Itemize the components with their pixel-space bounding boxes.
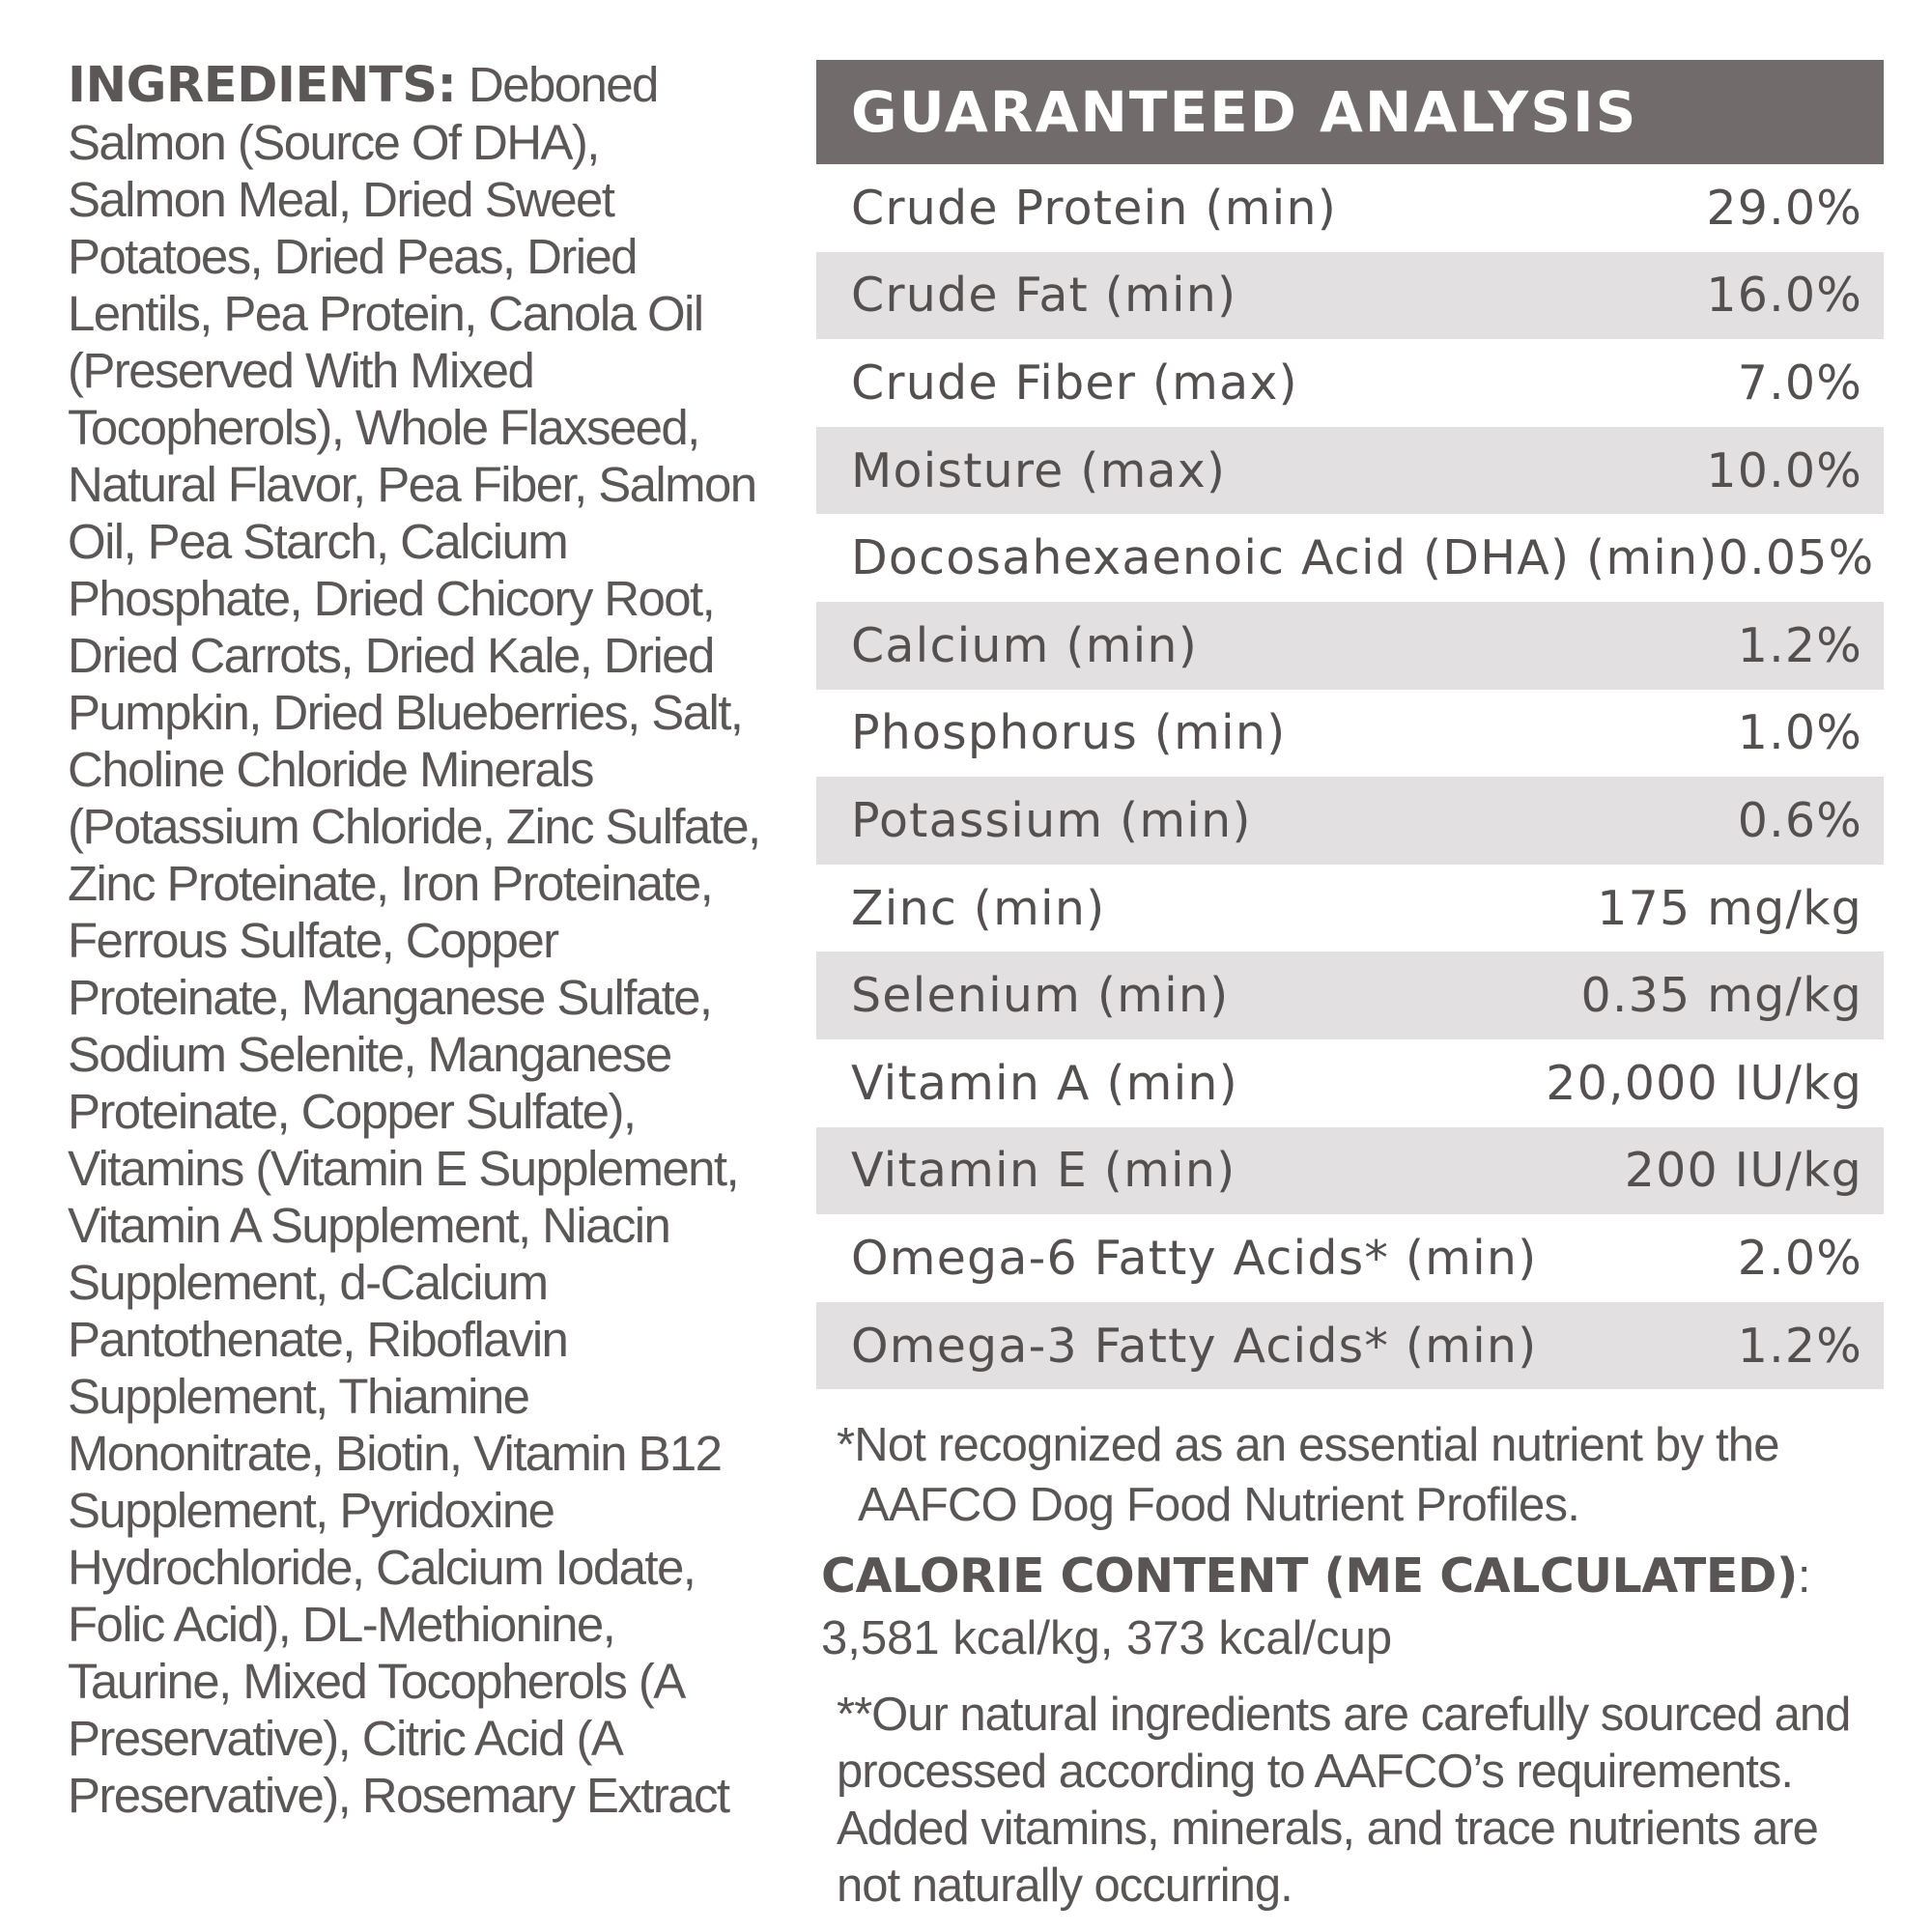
analysis-row: Moisture (max) 10.0% bbox=[816, 426, 1884, 515]
ingredients-panel: INGREDIENTS: Deboned Salmon (Source Of D… bbox=[68, 56, 763, 1824]
analysis-row-label: Moisture (max) bbox=[851, 442, 1227, 498]
analysis-row-label: Zinc (min) bbox=[851, 880, 1106, 936]
analysis-row-value: 1.2% bbox=[1737, 617, 1862, 673]
analysis-row: Crude Fat (min) 16.0% bbox=[816, 251, 1884, 340]
analysis-row: Docosahexaenoic Acid (DHA) (min) 0.05% bbox=[816, 514, 1884, 602]
analysis-row-value: 1.2% bbox=[1737, 1318, 1862, 1374]
analysis-row-value: 200 IU/kg bbox=[1624, 1143, 1862, 1199]
analysis-row-value: 0.35 mg/kg bbox=[1580, 968, 1862, 1024]
analysis-row: Crude Protein (min) 29.0% bbox=[816, 164, 1884, 252]
analysis-row-label: Crude Fat (min) bbox=[851, 268, 1237, 324]
analysis-row-label: Omega-6 Fatty Acids* (min) bbox=[851, 1230, 1538, 1286]
analysis-row-label: Docosahexaenoic Acid (DHA) (min) bbox=[851, 530, 1719, 586]
analysis-row: Calcium (min) 1.2% bbox=[816, 601, 1884, 690]
analysis-row: Phosphorus (min) 1.0% bbox=[816, 689, 1884, 778]
analysis-row-value: 2.0% bbox=[1737, 1230, 1862, 1286]
analysis-row-label: Selenium (min) bbox=[851, 968, 1230, 1024]
analysis-row: Selenium (min) 0.35 mg/kg bbox=[816, 952, 1884, 1039]
footnote-line-2: AAFCO Dog Food Nutrient Profiles. bbox=[858, 1479, 1580, 1531]
analysis-row-value: 0.6% bbox=[1737, 792, 1862, 848]
analysis-row-label: Vitamin A (min) bbox=[851, 1055, 1239, 1111]
analysis-row: Potassium (min) 0.6% bbox=[816, 777, 1884, 865]
analysis-row-value: 29.0% bbox=[1706, 180, 1862, 236]
sourcing-disclaimer: **Our natural ingredients are carefully … bbox=[837, 1689, 1851, 1912]
analysis-row-value: 1.0% bbox=[1737, 705, 1862, 761]
calorie-content: CALORIE CONTENT (ME CALCULATED): 3,581 k… bbox=[821, 1546, 1884, 1669]
analysis-row-label: Potassium (min) bbox=[851, 792, 1252, 848]
calorie-content-value: 3,581 kcal/kg, 373 kcal/cup bbox=[821, 1612, 1393, 1664]
ingredients-text: Deboned Salmon (Source Of DHA), Salmon M… bbox=[68, 57, 761, 1823]
calorie-content-colon: : bbox=[1797, 1550, 1811, 1603]
calorie-content-heading: CALORIE CONTENT (ME CALCULATED) bbox=[821, 1548, 1798, 1604]
analysis-row-value: 10.0% bbox=[1706, 442, 1862, 498]
analysis-row-value: 7.0% bbox=[1737, 355, 1862, 411]
analysis-row-value: 175 mg/kg bbox=[1597, 880, 1862, 936]
guaranteed-analysis-table: GUARANTEED ANALYSIS Crude Protein (min) … bbox=[816, 60, 1884, 1390]
essential-nutrient-footnote: *Not recognized as an essential nutrient… bbox=[837, 1415, 1861, 1535]
analysis-row-label: Crude Fiber (max) bbox=[851, 355, 1298, 411]
analysis-row-label: Omega-3 Fatty Acids* (min) bbox=[851, 1318, 1538, 1374]
analysis-row: Vitamin A (min) 20,000 IU/kg bbox=[816, 1038, 1884, 1127]
analysis-row: Omega-3 Fatty Acids* (min) 1.2% bbox=[816, 1301, 1884, 1390]
analysis-row: Omega-6 Fatty Acids* (min) 2.0% bbox=[816, 1214, 1884, 1302]
analysis-row-value: 16.0% bbox=[1706, 268, 1862, 324]
ingredients-heading: INGREDIENTS: bbox=[68, 57, 457, 114]
guaranteed-analysis-title: GUARANTEED ANALYSIS bbox=[816, 60, 1884, 164]
analysis-row: Zinc (min) 175 mg/kg bbox=[816, 864, 1884, 952]
analysis-row-label: Calcium (min) bbox=[851, 617, 1199, 673]
analysis-row-value: 0.05% bbox=[1718, 530, 1875, 586]
analysis-row-label: Vitamin E (min) bbox=[851, 1143, 1236, 1199]
analysis-row-value: 20,000 IU/kg bbox=[1546, 1055, 1862, 1111]
analysis-row: Vitamin E (min) 200 IU/kg bbox=[816, 1126, 1884, 1215]
analysis-row-label: Phosphorus (min) bbox=[851, 705, 1287, 761]
footnote-line-1: *Not recognized as an essential nutrient… bbox=[837, 1419, 1779, 1471]
analysis-row-label: Crude Protein (min) bbox=[851, 180, 1338, 236]
analysis-row: Crude Fiber (max) 7.0% bbox=[816, 339, 1884, 427]
